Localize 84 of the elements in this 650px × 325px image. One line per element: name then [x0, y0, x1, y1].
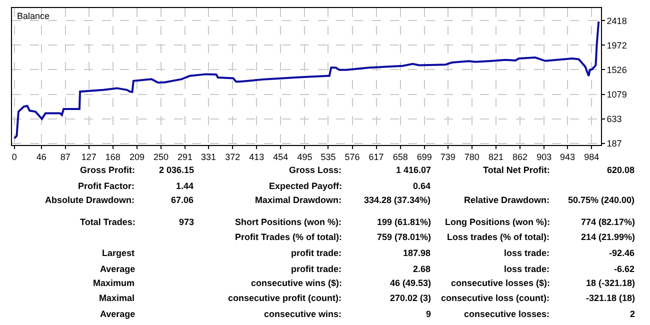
text: Average [100, 309, 136, 319]
text: profit trade: [291, 248, 342, 258]
chart-title: Balance [17, 11, 50, 21]
text: -92.46 [609, 248, 635, 258]
text: Total Net Profit: [483, 165, 550, 175]
line-series [13, 20, 600, 140]
x-tick-label: 862 [512, 152, 528, 162]
x-tick-label: 535 [320, 152, 336, 162]
x-tick-label: 495 [297, 152, 312, 162]
x-tick-label: 127 [81, 152, 96, 162]
text: Profit Factor: [78, 181, 135, 191]
text: 18 (-321.18) [586, 278, 636, 288]
x-tick-label: 576 [344, 152, 360, 162]
y-tick-label: 1079 [606, 89, 627, 100]
x-tick-label: 413 [249, 152, 264, 162]
text: Average [100, 264, 136, 274]
y-tick-label: 1972 [606, 40, 627, 50]
text: 46 (49.53) [390, 278, 432, 288]
x-tick-label: 372 [225, 152, 240, 162]
text: 270.02 (3) [390, 293, 432, 303]
text: Short Positions (won %): [235, 217, 342, 227]
x-tick-label: 984 [584, 152, 600, 162]
text: 50.75% (240.00) [568, 195, 635, 205]
text: Maximal Drawdown: [255, 195, 342, 205]
text: Profit Trades (% of total): [235, 232, 342, 242]
text: Relative Drawdown: [464, 195, 550, 205]
text: 214 (21.99%) [581, 232, 636, 242]
text: Gross Profit: [80, 165, 136, 175]
x-tick-label: 943 [560, 152, 576, 162]
x-tick-label: 168 [105, 152, 120, 162]
text: Maximal [99, 293, 135, 303]
text: 2 [630, 309, 636, 319]
x-tick-label: 454 [273, 152, 288, 162]
text: 620.08 [607, 165, 635, 175]
text: Largest [102, 248, 135, 258]
text: loss trade: [504, 248, 550, 258]
x-tick-label: 658 [392, 152, 408, 162]
text: loss trade: [504, 264, 550, 274]
x-tick-label: 331 [201, 152, 216, 162]
x-tick-label: 87 [60, 152, 70, 162]
text: profit trade: [291, 264, 342, 274]
text: consecutive wins: [264, 309, 342, 319]
x-tick-label: 291 [178, 152, 193, 162]
x-tick-label: 0 [12, 152, 17, 162]
x-tick-label: 209 [129, 152, 144, 162]
text: 2.68 [413, 264, 431, 274]
text: Expected Payoff: [269, 181, 342, 191]
text: 67.06 [171, 195, 194, 205]
text: 2 036.15 [159, 165, 194, 175]
text: consecutive losses ($): [451, 278, 550, 288]
y-tick-label: 2418 [606, 16, 627, 26]
text: consecutive profit (count): [228, 293, 342, 303]
x-tick-label: 250 [153, 152, 169, 162]
text: 187.98 [403, 248, 431, 258]
x-tick-label: 739 [440, 152, 456, 162]
text: Total Trades: [80, 217, 136, 227]
text: Absolute Drawdown: [45, 195, 134, 205]
x-tick-label: 617 [368, 152, 384, 162]
text: Long Positions (won %): [445, 217, 550, 227]
text: Gross Loss: [289, 165, 342, 175]
y-tick-label: 1526 [606, 64, 627, 75]
text: 9 [426, 309, 432, 319]
text: 1 416.07 [396, 165, 432, 175]
y-tick-label: 187 [606, 138, 622, 148]
text: 199 (61.81%) [377, 217, 432, 227]
text: 0.64 [413, 181, 431, 191]
text: 973 [179, 217, 194, 227]
text: 759 (78.01%) [377, 232, 432, 242]
text: -6.62 [614, 264, 635, 274]
x-tick-label: 821 [488, 152, 504, 162]
x-tick-label: 699 [416, 152, 432, 162]
text: 774 (82.17%) [581, 217, 636, 227]
x-tick-label: 46 [36, 152, 46, 162]
x-tick-label: 903 [536, 152, 552, 162]
text: Maximum [93, 278, 135, 288]
text: -321.18 (18) [586, 293, 636, 303]
text: 1.44 [176, 181, 194, 191]
text: consecutive loss (count): [441, 293, 550, 303]
x-tick-label: 780 [464, 152, 480, 162]
y-tick-label: 633 [606, 114, 622, 124]
text: consecutive wins ($): [251, 278, 342, 288]
text: consecutive losses: [464, 309, 550, 319]
text: 334.28 (37.34%) [364, 195, 431, 205]
text: Loss trades (% of total): [447, 232, 550, 242]
